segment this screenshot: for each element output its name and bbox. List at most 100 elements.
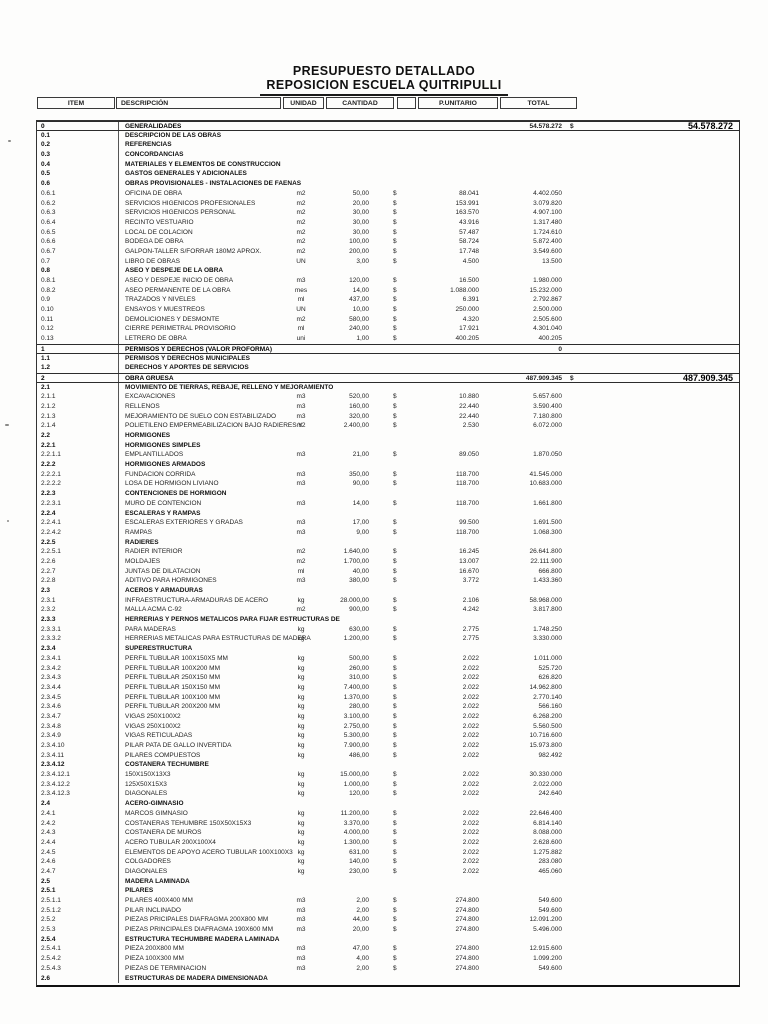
cell-currency: $: [393, 897, 397, 904]
cell-section-subtotal: [467, 819, 562, 829]
cell-currency: $: [393, 209, 397, 217]
cell-section-grand-total: [577, 693, 733, 703]
cell-cantidad: 160,00: [349, 402, 369, 410]
cell-section-grand-total: [577, 789, 733, 799]
cell-p-unitario: 22.440: [459, 412, 479, 420]
cell-p-unitario: 274.800: [455, 897, 480, 904]
cell-section-subtotal: [467, 828, 562, 838]
cell-currency: $: [393, 654, 397, 662]
cell-section-subtotal: [467, 392, 562, 402]
cell-item-code: 2.3.4.9: [37, 731, 119, 741]
cell-currency: $: [393, 189, 397, 197]
cell-section-grand-total: [577, 673, 733, 683]
table-row: 2.5.4.1 PIEZA 200X800 MM m3 47,00 $ 274.…: [37, 944, 739, 955]
cell-item-code: 1.2: [37, 363, 119, 373]
cell-section-grand-total: [577, 179, 733, 189]
cell-descripcion: LETRERO DE OBRA: [125, 335, 187, 343]
cell-descripcion: ELEMENTOS DE APOYO ACERO TUBULAR 100X100…: [125, 848, 293, 856]
cell-unidad: kg: [297, 596, 305, 604]
cell-section-grand-total: [577, 828, 733, 838]
cell-p-unitario: 2.022: [462, 867, 479, 875]
cell-descripcion: DIAGONALES: [125, 790, 168, 798]
cell-cantidad: 4.000,00: [343, 829, 369, 837]
cell-p-unitario: 2.022: [462, 838, 479, 846]
cell-item-code: 2.2.3: [37, 489, 119, 499]
cell-descripcion: 125X50X15X3: [125, 780, 167, 788]
cell-section-grand-total: [577, 596, 733, 606]
cell-section-grand-total: [577, 799, 733, 809]
cell-descripcion: PERFIL TUBULAR 250X150 MM: [125, 674, 221, 682]
cell-descripcion: DERECHOS Y APORTES DE SERVICIOS: [125, 364, 249, 372]
cell-descripcion: LIBRO DE OBRAS: [125, 257, 180, 265]
cell-currency: $: [393, 315, 397, 323]
cell-descripcion: HERRERIAS Y PERNOS METALICOS PARA FIJAR …: [125, 616, 340, 624]
cell-cantidad: 2,00: [356, 897, 369, 904]
cell-total: 41.545.000: [529, 470, 562, 478]
table-row: 1.1 PERMISOS Y DERECHOS MUNICIPALES: [37, 353, 739, 364]
cell-unidad: kg: [297, 703, 305, 711]
cell-section-subtotal: [467, 131, 562, 141]
cell-cantidad: [289, 431, 369, 441]
cell-section-grand-total: [577, 518, 733, 528]
cell-item-code: 0.3: [37, 150, 119, 160]
cell-section-subtotal: [467, 751, 562, 761]
cell-section-subtotal: [467, 838, 562, 848]
cell-currency: [393, 150, 405, 160]
cell-item-code: 2.3.4.4: [37, 682, 119, 693]
cell-section-grand-total: [577, 470, 733, 480]
cell-unidad: m3: [296, 945, 306, 953]
table-row: 2.2.2 HORMIGONES ARMADOS: [37, 460, 739, 470]
column-header-p-unitario: P.UNITARIO: [418, 97, 498, 109]
table-row: 2.2.3.1 MURO DE CONTENCION m3 14,00 $ 11…: [37, 498, 739, 509]
table-row: 2.3.4.12.3 DIAGONALES kg 120,00 $ 2.022 …: [37, 789, 739, 800]
cell-unidad: m3: [296, 964, 306, 972]
cell-currency: $: [393, 567, 397, 575]
cell-section-subtotal: 487.909.345: [525, 374, 562, 382]
cell-item-code: 0.12: [37, 324, 119, 335]
cell-item-code: 0.6: [37, 179, 119, 189]
cell-descripcion: DIAGONALES: [125, 867, 168, 875]
cell-descripcion: PILARES 400X400 MM: [125, 897, 193, 904]
cell-section-subtotal: [467, 741, 562, 751]
cell-cantidad: 230,00: [349, 867, 369, 875]
cell-total: 58.968.000: [529, 596, 562, 604]
table-row: 2.4 ACERO-GIMNASIO: [37, 799, 739, 809]
table-row: 0.8.1 ASEO Y DESPEJE INICIO DE OBRA m3 1…: [37, 276, 739, 286]
cell-descripcion: RADIER INTERIOR: [125, 548, 183, 556]
cell-descripcion: MOVIMIENTO DE TIERRAS, REBAJE, RELLENO Y…: [125, 383, 334, 391]
cell-section-subtotal: [467, 324, 562, 334]
cell-section-grand-total: [577, 528, 733, 538]
table-row: 0.1 DESCRIPCION DE LAS OBRAS: [37, 130, 739, 141]
cell-section-grand-total: [577, 731, 733, 741]
cell-currency: $: [393, 674, 397, 682]
cell-p-unitario: 16.670: [459, 567, 479, 575]
cell-unidad: kg: [297, 712, 305, 720]
table-row: 1 PERMISOS Y DERECHOS (VALOR PROFORMA) 0: [37, 343, 739, 354]
cell-cantidad: [289, 374, 369, 382]
cell-section-subtotal: [467, 247, 562, 257]
cell-descripcion: MATERIALES Y ELEMENTOS DE CONSTRUCCION: [125, 160, 281, 168]
cell-p-unitario: 274.800: [455, 964, 480, 972]
cell-p-unitario: 2.022: [462, 654, 479, 662]
cell-unidad: kg: [297, 732, 305, 740]
scan-speck: [8, 140, 11, 142]
cell-item-code: 2.5.4: [37, 934, 119, 945]
cell-currency: $: [393, 228, 397, 236]
cell-section-grand-total: [577, 392, 733, 402]
table-row: 0.6.1 OFICINA DE OBRA m2 50,00 $ 88.041 …: [37, 188, 739, 199]
cell-section-grand-total: [577, 324, 733, 334]
cell-section-subtotal: [467, 799, 562, 809]
cell-descripcion: 150X150X13X3: [125, 771, 171, 779]
cell-section-subtotal: [467, 499, 562, 509]
cell-descripcion: RAMPAS: [125, 528, 152, 536]
cell-currency: [393, 266, 405, 276]
cell-item-code: 2.2.4.2: [37, 527, 119, 538]
cell-descripcion: MADERA LAMINADA: [125, 877, 190, 885]
cell-descripcion: PIEZA 100X300 MM: [125, 955, 184, 963]
cell-cantidad: 486,00: [349, 751, 369, 759]
cell-section-subtotal: [467, 731, 562, 741]
cell-section-grand-total: [577, 915, 733, 925]
cell-cantidad: 21,00: [352, 451, 369, 459]
cell-unidad: m2: [296, 548, 306, 556]
cell-cantidad: 4,00: [356, 955, 369, 963]
